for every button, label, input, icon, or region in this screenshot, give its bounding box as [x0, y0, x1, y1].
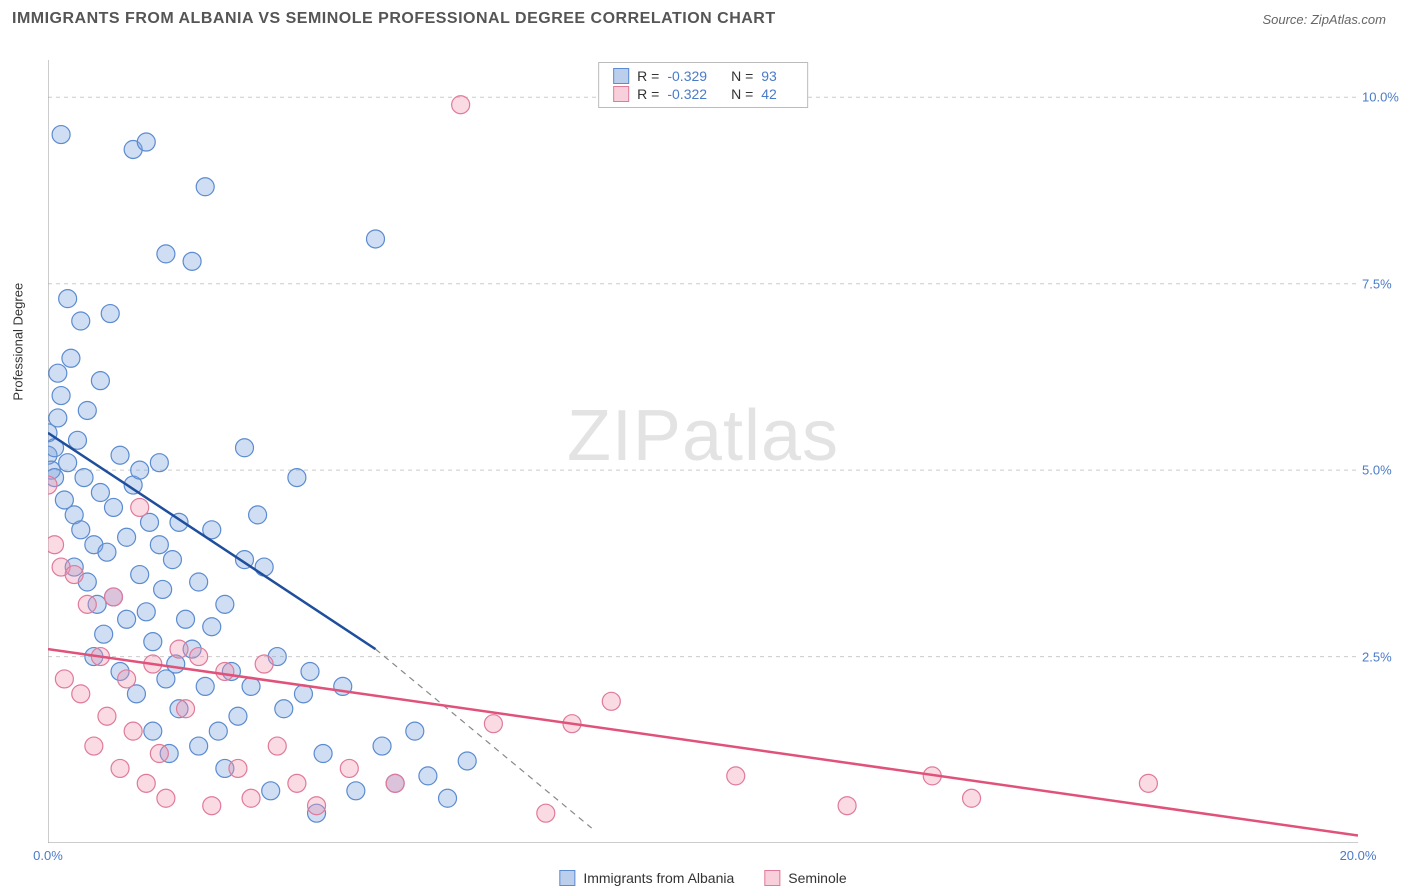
- y-axis-label: Professional Degree: [11, 282, 26, 400]
- series-legend: Immigrants from Albania Seminole: [559, 870, 846, 886]
- y-tick-label: 7.5%: [1362, 276, 1406, 291]
- x-tick-label: 20.0%: [1340, 848, 1377, 863]
- swatch-blue-icon: [613, 68, 629, 84]
- correlation-legend: R = -0.329 N = 93 R = -0.322 N = 42: [598, 62, 808, 108]
- swatch-blue-icon: [559, 870, 575, 886]
- y-tick-label: 2.5%: [1362, 649, 1406, 664]
- y-tick-label: 5.0%: [1362, 463, 1406, 478]
- legend-row-albania: R = -0.329 N = 93: [613, 67, 793, 85]
- x-tick-label: 0.0%: [33, 848, 63, 863]
- y-tick-label: 10.0%: [1362, 90, 1406, 105]
- chart-area: Professional Degree ZIPatlas R = -0.329 …: [48, 60, 1358, 843]
- legend-item-seminole: Seminole: [764, 870, 846, 886]
- scatter-plot: [48, 60, 1358, 843]
- legend-row-seminole: R = -0.322 N = 42: [613, 85, 793, 103]
- source-attribution: Source: ZipAtlas.com: [1262, 12, 1386, 27]
- chart-title: IMMIGRANTS FROM ALBANIA VS SEMINOLE PROF…: [12, 10, 776, 28]
- swatch-pink-icon: [613, 86, 629, 102]
- legend-item-albania: Immigrants from Albania: [559, 870, 734, 886]
- swatch-pink-icon: [764, 870, 780, 886]
